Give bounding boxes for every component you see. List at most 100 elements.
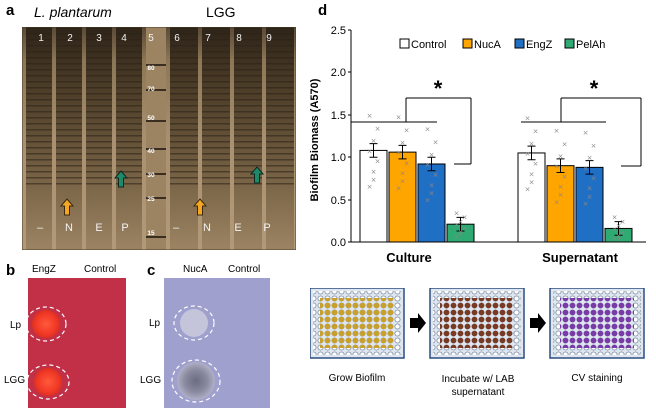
panel-a-letter: a bbox=[6, 2, 15, 19]
replicate-point: × bbox=[433, 139, 439, 147]
significance-culture bbox=[351, 97, 472, 165]
category-label-supernatant: Supernatant bbox=[542, 250, 619, 265]
replicate-point: × bbox=[587, 154, 593, 162]
lane-number-5: 5 bbox=[148, 33, 154, 44]
replicate-point: × bbox=[367, 147, 373, 155]
ladder-mark-25: 25 bbox=[147, 196, 155, 203]
replicate-point: × bbox=[375, 125, 381, 133]
replicate-point: × bbox=[558, 183, 564, 191]
replicate-point: × bbox=[525, 114, 531, 122]
error-bar-culture-engz bbox=[427, 156, 436, 172]
panel-b-col-control: Control bbox=[84, 264, 117, 275]
lane-number-2: 2 bbox=[67, 33, 73, 44]
nuca-lgg-zone bbox=[177, 362, 215, 400]
legend-label-pelah: PelAh bbox=[576, 39, 605, 51]
orange-arrow-right bbox=[193, 198, 207, 216]
panel-a-species-left: L. plantarum bbox=[34, 4, 112, 20]
replicate-point: × bbox=[529, 178, 535, 186]
panel-c-row-lp: Lp bbox=[149, 318, 161, 329]
y-tick-label-0: 0.0 bbox=[331, 237, 346, 249]
replicate-point: × bbox=[371, 176, 377, 184]
gel-bottom-label-9: P bbox=[263, 222, 271, 234]
replicate-point: × bbox=[396, 185, 402, 193]
bar-culture-nuca bbox=[388, 151, 417, 243]
panel-b-letter: b bbox=[6, 262, 16, 279]
ladder-mark-50: 50 bbox=[147, 115, 155, 122]
panel-b-row-lgg: LGG bbox=[4, 375, 26, 386]
bar-culture-control bbox=[359, 149, 388, 243]
gel-bottom-label-7: N bbox=[203, 222, 211, 234]
panel-d-letter: d bbox=[318, 2, 328, 19]
replicate-point: × bbox=[396, 113, 402, 121]
replicate-point: × bbox=[400, 139, 406, 147]
replicate-point: × bbox=[454, 209, 460, 217]
replicate-point: × bbox=[425, 197, 431, 205]
gel-image bbox=[22, 27, 296, 250]
replicate-point: × bbox=[404, 127, 410, 135]
workflow-diagram bbox=[310, 288, 645, 359]
error-bar-supernatant-engz bbox=[585, 160, 594, 175]
replicate-point: × bbox=[612, 235, 618, 243]
replicate-point: × bbox=[429, 181, 435, 189]
error-bar-culture-control bbox=[369, 143, 378, 158]
ladder-mark-80: 80 bbox=[147, 65, 155, 72]
bars-group: ××××××××××××××××××××××××××××××××××××××××… bbox=[359, 112, 633, 243]
gel-bottom-label-4: P bbox=[121, 222, 129, 234]
chart-legend: Control NucA EngZ PelAh bbox=[399, 38, 605, 51]
panel-c-plate-image bbox=[164, 278, 270, 408]
engz-lp-zone bbox=[32, 310, 60, 338]
y-axis-label: Biofilm Biomass (A570) bbox=[309, 78, 321, 201]
panel-b-plate-image bbox=[28, 278, 126, 408]
engz-lgg-zone bbox=[34, 368, 62, 396]
green-arrow-right bbox=[250, 166, 264, 184]
panel-a-species-right: LGG bbox=[206, 4, 236, 20]
lane-number-9: 9 bbox=[266, 33, 272, 44]
replicate-point: × bbox=[558, 191, 564, 199]
replicate-point: × bbox=[583, 129, 589, 137]
ladder-mark-15: 15 bbox=[147, 230, 155, 237]
plate-grow-biofilm bbox=[310, 288, 405, 359]
workflow-step-incubate: Incubate w/ LAB supernatant bbox=[441, 374, 515, 398]
lane-number-8: 8 bbox=[236, 33, 242, 44]
replicate-point: × bbox=[400, 178, 406, 186]
replicate-point: × bbox=[591, 175, 597, 183]
replicate-point: × bbox=[433, 171, 439, 179]
y-tick-label-1: 0.5 bbox=[331, 195, 346, 207]
replicate-point: × bbox=[554, 198, 560, 206]
panel-c-row-lgg: LGG bbox=[140, 375, 162, 386]
y-tick-label-4: 2.0 bbox=[331, 67, 346, 79]
replicate-point: × bbox=[458, 231, 464, 239]
lane-number-1: 1 bbox=[38, 33, 44, 44]
y-axis: 0.0 0.5 1.0 1.5 2.0 2.5 bbox=[331, 25, 346, 249]
replicate-point: × bbox=[562, 173, 568, 181]
bar-supernatant-engz bbox=[575, 166, 604, 243]
replicate-point: × bbox=[400, 169, 406, 177]
replicate-point: × bbox=[529, 170, 535, 178]
replicate-point: × bbox=[533, 160, 539, 168]
bar-supernatant-control bbox=[517, 152, 546, 243]
replicate-point: × bbox=[616, 235, 622, 243]
workflow-arrow-1 bbox=[410, 313, 426, 333]
replicate-point: × bbox=[616, 222, 622, 230]
lane-number-7: 7 bbox=[205, 33, 211, 44]
replicate-point: × bbox=[529, 140, 535, 148]
error-bar-culture-nuca bbox=[398, 144, 407, 160]
lane-number-4: 4 bbox=[121, 33, 127, 44]
replicate-point: × bbox=[375, 158, 381, 166]
replicate-point: × bbox=[396, 149, 402, 157]
error-bar-culture-pelah bbox=[456, 216, 465, 232]
workflow-step-cv: CV staining bbox=[571, 373, 623, 384]
replicate-point: × bbox=[425, 161, 431, 169]
replicate-point: × bbox=[558, 153, 564, 161]
replicate-point: × bbox=[525, 150, 531, 158]
plate-incubate bbox=[429, 288, 525, 359]
plate-cv-staining bbox=[549, 288, 645, 359]
gel-lane-ladder bbox=[146, 27, 166, 250]
replicate-point: × bbox=[454, 233, 460, 241]
orange-arrow-left bbox=[60, 198, 74, 216]
panel-b-row-lp: Lp bbox=[10, 320, 22, 331]
gel-bottom-label-1: – bbox=[36, 222, 44, 234]
replicate-point: × bbox=[587, 185, 593, 193]
bar-culture-engz bbox=[417, 163, 446, 243]
replicate-point: × bbox=[458, 228, 464, 236]
